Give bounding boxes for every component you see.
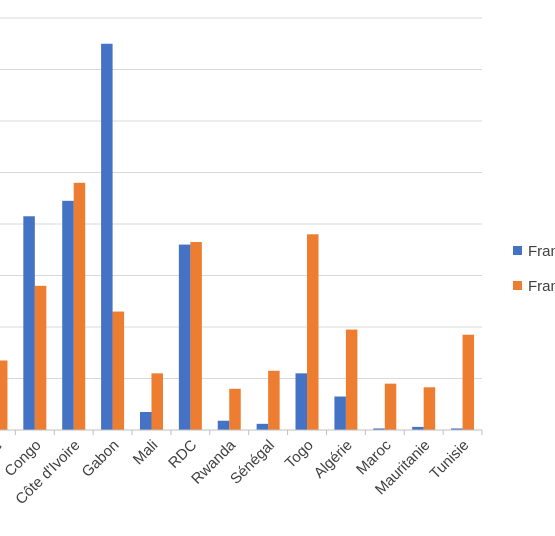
bar-orange xyxy=(73,182,86,430)
x-axis-ticks xyxy=(14,430,483,435)
bar-blue xyxy=(373,428,385,430)
bar-blue xyxy=(256,423,269,430)
bar-blue xyxy=(451,428,463,430)
legend-label: Fran xyxy=(528,243,555,260)
bar-blue xyxy=(334,396,346,430)
bar-orange xyxy=(462,334,475,430)
bar-blue xyxy=(62,200,74,430)
bar-blue xyxy=(101,43,113,430)
bar-orange xyxy=(34,285,47,430)
bar-orange xyxy=(151,373,163,430)
bar-orange xyxy=(0,360,8,430)
x-tick-label: Afrique xyxy=(0,437,6,483)
legend-label: Fran xyxy=(528,278,555,295)
bar-orange xyxy=(423,387,436,430)
bar-orange xyxy=(112,311,125,430)
legend-swatch xyxy=(513,246,522,255)
bar-orange xyxy=(307,234,319,430)
legend-swatch xyxy=(513,281,522,290)
bars xyxy=(0,43,475,430)
bar-orange xyxy=(229,388,241,430)
x-tick-label: Gabon xyxy=(79,437,123,481)
bar-blue xyxy=(139,411,152,430)
x-tick-label: Algérie xyxy=(311,437,356,482)
x-tick-label: Tunisie xyxy=(427,437,473,483)
bar-blue xyxy=(23,216,35,430)
x-tick-label: Mali xyxy=(130,437,161,468)
bar-orange xyxy=(268,370,280,430)
bar-orange xyxy=(345,329,358,430)
bar-orange xyxy=(190,242,202,430)
bar-blue xyxy=(178,244,191,430)
legend: Fran Fran xyxy=(513,243,555,295)
bar-blue xyxy=(295,373,308,430)
bar-blue xyxy=(412,426,424,430)
bar-blue xyxy=(217,420,230,430)
bar-orange xyxy=(384,383,397,430)
x-tick-label: RDC xyxy=(165,437,200,472)
x-tick-label: Togo xyxy=(282,437,317,472)
